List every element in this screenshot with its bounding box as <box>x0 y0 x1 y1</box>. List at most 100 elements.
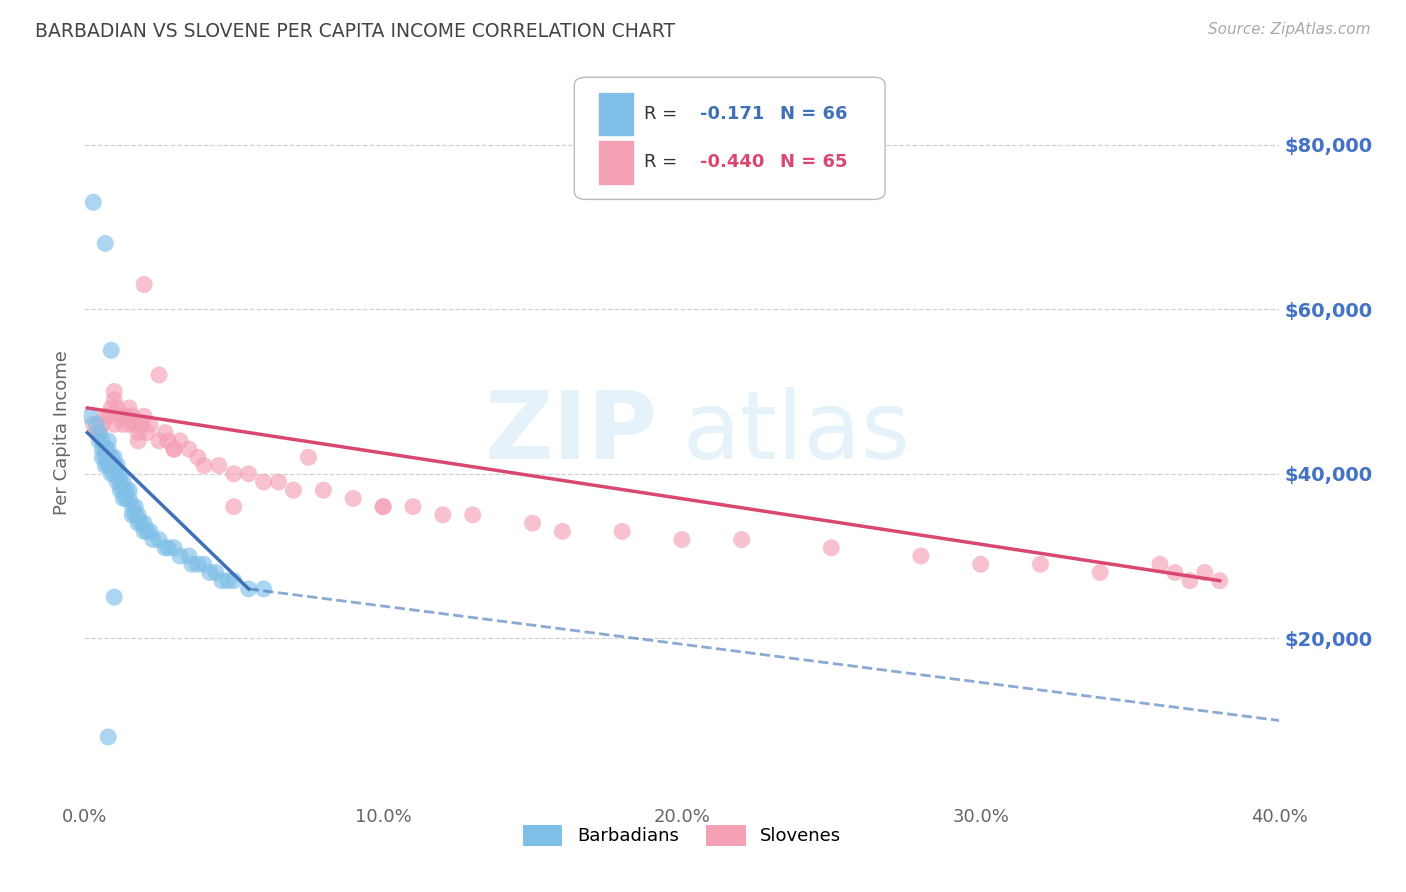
Point <box>181 558 204 572</box>
Point <box>89 434 111 448</box>
Point <box>112 475 135 489</box>
Point <box>129 516 152 530</box>
Point <box>121 409 143 424</box>
Point <box>94 409 117 424</box>
Point <box>79 409 101 424</box>
Point <box>205 566 228 580</box>
Point <box>222 574 245 588</box>
Point <box>103 467 125 481</box>
Point <box>238 467 260 481</box>
Point <box>1164 566 1187 580</box>
Point <box>94 236 117 251</box>
Point <box>118 417 141 432</box>
Point <box>148 533 170 547</box>
Point <box>127 434 149 448</box>
Point <box>136 524 159 539</box>
Point <box>97 458 120 473</box>
Point <box>612 524 634 539</box>
Text: -0.171: -0.171 <box>700 105 765 123</box>
Point <box>97 442 120 456</box>
Point <box>198 566 221 580</box>
Point <box>94 442 117 456</box>
Point <box>461 508 484 522</box>
Point <box>124 500 146 514</box>
Point <box>222 500 245 514</box>
Point <box>253 582 276 596</box>
Point <box>342 491 364 506</box>
Text: BARBADIAN VS SLOVENE PER CAPITA INCOME CORRELATION CHART: BARBADIAN VS SLOVENE PER CAPITA INCOME C… <box>35 22 675 41</box>
Point <box>118 483 141 498</box>
Text: N = 66: N = 66 <box>780 105 848 123</box>
Point <box>103 417 125 432</box>
Point <box>1090 566 1112 580</box>
Point <box>112 483 135 498</box>
Point <box>136 425 159 440</box>
Point <box>100 458 122 473</box>
Y-axis label: Per Capita Income: Per Capita Income <box>53 351 72 515</box>
Point <box>132 516 156 530</box>
Point <box>153 541 176 555</box>
Point <box>94 450 117 465</box>
Point <box>112 491 135 506</box>
Point <box>100 450 122 465</box>
Point <box>522 516 544 530</box>
Point <box>124 417 146 432</box>
Point <box>132 524 156 539</box>
Text: R =: R = <box>644 153 676 171</box>
Point <box>297 450 319 465</box>
Legend: Barbadians, Slovenes: Barbadians, Slovenes <box>516 818 848 853</box>
Point <box>169 549 191 563</box>
Point <box>91 450 114 465</box>
Point <box>373 500 395 514</box>
Text: -0.440: -0.440 <box>700 153 765 171</box>
Point <box>1194 566 1216 580</box>
Point <box>148 368 170 382</box>
Point <box>132 277 156 292</box>
Point <box>163 442 186 456</box>
Bar <box>599 92 634 136</box>
Point <box>100 343 122 358</box>
Point <box>551 524 574 539</box>
Point <box>432 508 454 522</box>
Point <box>187 450 209 465</box>
Point <box>193 458 215 473</box>
Point <box>283 483 305 498</box>
Point <box>148 434 170 448</box>
Point <box>110 483 132 498</box>
Point <box>177 549 200 563</box>
Text: N = 65: N = 65 <box>780 153 848 171</box>
Point <box>731 533 754 547</box>
Point <box>105 467 128 481</box>
Point <box>163 442 186 456</box>
Point <box>105 401 128 415</box>
Point <box>91 434 114 448</box>
Point <box>118 401 141 415</box>
Point <box>103 392 125 407</box>
Text: atlas: atlas <box>682 386 910 479</box>
Point <box>1178 574 1201 588</box>
Point <box>910 549 932 563</box>
Point <box>267 475 290 489</box>
Point <box>671 533 693 547</box>
Point <box>89 425 111 440</box>
Point <box>187 558 209 572</box>
Point <box>1149 558 1171 572</box>
Point <box>97 730 120 744</box>
Point <box>82 195 104 210</box>
Point <box>193 558 215 572</box>
Point <box>103 384 125 399</box>
Point <box>211 574 233 588</box>
Point <box>1029 558 1052 572</box>
Point <box>132 409 156 424</box>
Point <box>97 409 120 424</box>
Point <box>238 582 260 596</box>
Point <box>1209 574 1232 588</box>
Point <box>208 458 231 473</box>
Point <box>94 458 117 473</box>
Point <box>127 516 149 530</box>
Text: R =: R = <box>644 105 676 123</box>
Point <box>103 450 125 465</box>
Bar <box>599 140 634 185</box>
Point <box>253 475 276 489</box>
Point <box>82 417 104 432</box>
